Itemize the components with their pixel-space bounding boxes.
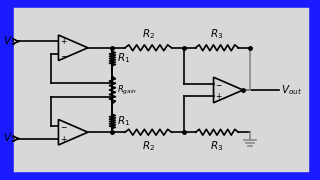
Text: $V_{out}$: $V_{out}$ (281, 83, 302, 97)
Text: $V_2$: $V_2$ (3, 132, 16, 145)
Text: $+$: $+$ (215, 91, 222, 101)
Text: $-$: $-$ (60, 121, 67, 130)
Text: $-$: $-$ (60, 50, 67, 59)
Text: $+$: $+$ (60, 134, 67, 144)
Text: $+$: $+$ (60, 36, 67, 46)
Text: $-$: $-$ (215, 79, 222, 88)
Text: $R_2$: $R_2$ (142, 27, 155, 41)
Text: $R_2$: $R_2$ (142, 139, 155, 153)
Text: $V_1$: $V_1$ (3, 35, 16, 48)
Text: $R_1$: $R_1$ (117, 114, 131, 128)
Text: $R_1$: $R_1$ (117, 52, 131, 66)
FancyBboxPatch shape (11, 5, 312, 175)
Text: $R_3$: $R_3$ (210, 27, 224, 41)
Text: $R_3$: $R_3$ (210, 139, 224, 153)
Text: $R_{gain}$: $R_{gain}$ (117, 84, 137, 96)
